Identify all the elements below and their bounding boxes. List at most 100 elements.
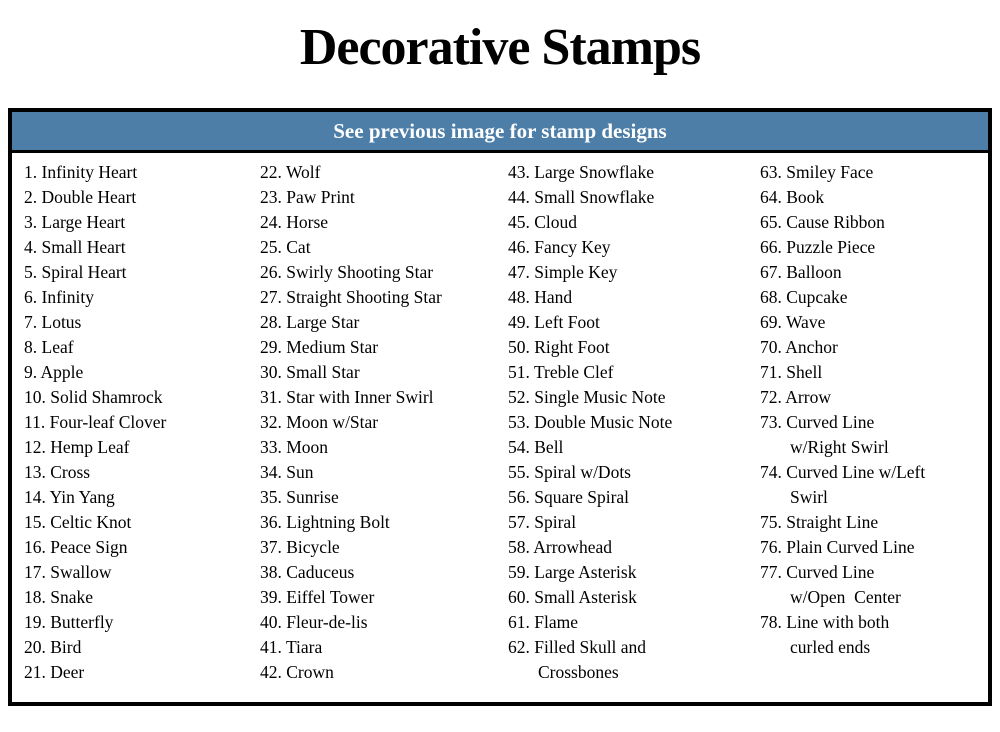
stamp-list-item: 23. Paw Print (260, 185, 508, 210)
stamp-list-item: 8. Leaf (24, 335, 260, 360)
stamp-label: Flame (534, 612, 578, 632)
stamp-list-item: 42. Crown (260, 660, 508, 685)
stamp-list-item: 38. Caduceus (260, 560, 508, 585)
stamp-list-item: 49. Left Foot (508, 310, 760, 335)
stamp-label: Large Heart (41, 212, 126, 232)
stamp-label: Square Spiral (534, 487, 630, 507)
stamp-label: Celtic Knot (50, 512, 132, 532)
stamp-number: 74. (760, 462, 782, 482)
stamp-column-4: 63. Smiley Face 64. Book 65. Cause Ribbon 6… (760, 160, 988, 685)
stamp-list-item: 53. Double Music Note (508, 410, 760, 435)
table-header-bar: See previous image for stamp designs (12, 112, 988, 153)
stamp-list-item: 5. Spiral Heart (24, 260, 260, 285)
stamp-label: Curved Line w/Open Center (786, 562, 901, 607)
stamp-label: Bird (50, 637, 82, 657)
stamp-label: Four-leaf Clover (49, 412, 167, 432)
stamp-number: 51. (508, 362, 530, 382)
stamp-number: 1. (24, 162, 38, 182)
stamp-number: 27. (260, 287, 282, 307)
stamp-number: 38. (260, 562, 282, 582)
stamp-number: 29. (260, 337, 282, 357)
stamp-label: Cloud (534, 212, 578, 232)
stamp-list-item: 12. Hemp Leaf (24, 435, 260, 460)
stamp-number: 42. (260, 662, 282, 682)
stamp-list-item: 13. Cross (24, 460, 260, 485)
stamp-list-item: 11. Four-leaf Clover (24, 410, 260, 435)
stamp-label: Butterfly (50, 612, 114, 632)
stamp-list-item: 76. Plain Curved Line (760, 535, 988, 560)
stamp-list-item: 3. Large Heart (24, 210, 260, 235)
stamp-label: Yin Yang (49, 487, 115, 507)
stamp-list-item: 71. Shell (760, 360, 988, 385)
stamp-number: 62. (508, 637, 530, 657)
stamp-label: Crown (286, 662, 334, 682)
stamp-number: 43. (508, 162, 530, 182)
stamp-label: Double Heart (41, 187, 137, 207)
stamp-label: Caduceus (286, 562, 355, 582)
stamp-number: 6. (24, 287, 38, 307)
stamp-list-item: 17. Swallow (24, 560, 260, 585)
stamp-column-2: 22. Wolf 23. Paw Print 24. Horse 25. Cat 26.… (260, 160, 508, 685)
stamp-list-item: 1. Infinity Heart (24, 160, 260, 185)
stamp-number: 70. (760, 337, 782, 357)
stamp-label: Puzzle Piece (786, 237, 876, 257)
stamp-label: Swirly Shooting Star (286, 262, 434, 282)
stamp-list-item: 37. Bicycle (260, 535, 508, 560)
stamp-label: Large Asterisk (534, 562, 637, 582)
stamp-number: 47. (508, 262, 530, 282)
stamp-list-item: 54. Bell (508, 435, 760, 460)
stamp-list-item: 77. Curved Line w/Open Center (760, 560, 988, 610)
stamp-number: 36. (260, 512, 282, 532)
stamp-label: Small Snowflake (534, 187, 655, 207)
stamp-list-item: 4. Small Heart (24, 235, 260, 260)
stamp-number: 48. (508, 287, 530, 307)
stamp-number: 61. (508, 612, 530, 632)
stamp-list-item: 24. Horse (260, 210, 508, 235)
stamp-number: 26. (260, 262, 282, 282)
stamp-list-body: 1. Infinity Heart 2. Double Heart 3. Large… (12, 153, 988, 685)
stamp-label: Double Music Note (534, 412, 673, 432)
stamp-number: 73. (760, 412, 782, 432)
stamp-list-item: 56. Square Spiral (508, 485, 760, 510)
stamp-number: 55. (508, 462, 530, 482)
stamp-number: 64. (760, 187, 782, 207)
stamp-list-item: 27. Straight Shooting Star (260, 285, 508, 310)
stamp-list-item: 2. Double Heart (24, 185, 260, 210)
stamp-number: 15. (24, 512, 46, 532)
stamp-list-item: 46. Fancy Key (508, 235, 760, 260)
stamp-list-item: 67. Balloon (760, 260, 988, 285)
stamp-number: 40. (260, 612, 282, 632)
stamp-label: Single Music Note (534, 387, 666, 407)
stamp-number: 63. (760, 162, 782, 182)
stamp-number: 13. (24, 462, 46, 482)
stamp-number: 66. (760, 237, 782, 257)
stamp-number: 41. (260, 637, 282, 657)
stamp-number: 49. (508, 312, 530, 332)
stamp-number: 52. (508, 387, 530, 407)
stamp-label: Medium Star (286, 337, 379, 357)
stamp-list-item: 36. Lightning Bolt (260, 510, 508, 535)
stamp-number: 12. (24, 437, 46, 457)
stamp-label: Bell (534, 437, 564, 457)
stamp-list-item: 10. Solid Shamrock (24, 385, 260, 410)
stamp-label: Hemp Leaf (50, 437, 130, 457)
stamp-number: 76. (760, 537, 782, 557)
stamp-number: 16. (24, 537, 46, 557)
stamp-number: 19. (24, 612, 46, 632)
stamp-list-item: 18. Snake (24, 585, 260, 610)
stamp-label: Spiral w/Dots (534, 462, 631, 482)
stamp-label: Spiral Heart (41, 262, 127, 282)
stamp-label: Infinity Heart (41, 162, 138, 182)
stamps-table: See previous image for stamp designs 1. … (8, 108, 992, 706)
stamp-number: 75. (760, 512, 782, 532)
table-header-text: See previous image for stamp designs (333, 118, 667, 143)
stamp-label: Large Snowflake (534, 162, 654, 182)
stamp-list-item: 20. Bird (24, 635, 260, 660)
stamp-label: Book (786, 187, 825, 207)
stamp-number: 53. (508, 412, 530, 432)
stamp-list-item: 62. Filled Skull and Crossbones (508, 635, 760, 685)
stamp-label: Filled Skull and Crossbones (534, 637, 647, 682)
page-title: Decorative Stamps (299, 19, 701, 76)
stamp-label: Small Asterisk (534, 587, 637, 607)
stamp-list-item: 19. Butterfly (24, 610, 260, 635)
